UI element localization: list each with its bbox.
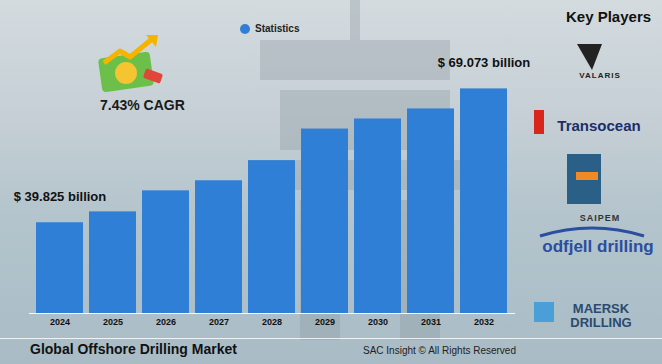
html-text:odfjell drilling: odfjell drilling <box>542 237 654 256</box>
svg-text:2029: 2029 <box>315 317 335 327</box>
html-text:Statistics: Statistics <box>255 23 300 34</box>
svg-text:2024: 2024 <box>50 317 70 327</box>
svg-text:2032: 2032 <box>474 317 494 327</box>
html-text:SAIPEM: SAIPEM <box>579 213 621 223</box>
html-text:7.43% CAGR: 7.43% CAGR <box>100 97 185 113</box>
svg-text:2025: 2025 <box>103 317 123 327</box>
svg-text:2028: 2028 <box>262 317 282 327</box>
html-text:VALARIS: VALARIS <box>579 71 621 80</box>
html-text:Global Offshore Drilling Marke: Global Offshore Drilling Market <box>30 341 237 357</box>
html-text:Key Players: Key Players <box>566 8 652 25</box>
svg-text:2026: 2026 <box>156 317 176 327</box>
html-text:MAERSK DRILLING: MAERSK DRILLING <box>570 301 632 330</box>
svg-text:$ 69.073 billion: $ 69.073 billion <box>438 55 531 70</box>
svg-text:2030: 2030 <box>368 317 388 327</box>
html-text:SAC Insight © All Rights Reser: SAC Insight © All Rights Reserved <box>363 345 516 356</box>
html-text:Transocean: Transocean <box>557 117 641 134</box>
svg-text:$ 39.825 billion: $ 39.825 billion <box>14 189 107 204</box>
svg-text:2027: 2027 <box>209 317 229 327</box>
svg-text:2031: 2031 <box>421 317 441 327</box>
